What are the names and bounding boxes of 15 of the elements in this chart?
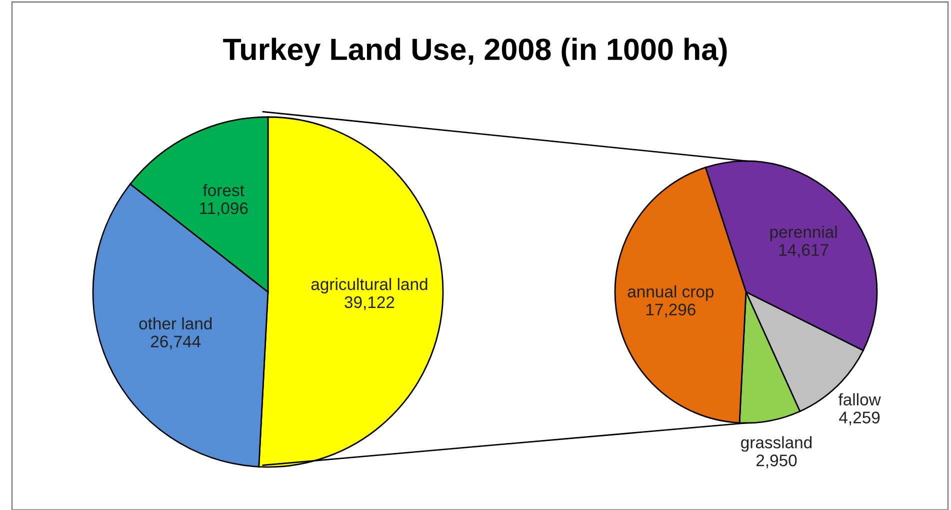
data-label: 26,744 <box>150 336 201 350</box>
data-label: 17,296 <box>646 304 696 318</box>
slice-label: perennial <box>770 226 837 242</box>
data-label: 4,259 <box>839 412 880 426</box>
data-label: 2,950 <box>756 454 797 468</box>
data-label: 39,122 <box>344 296 394 310</box>
chart-title: Turkey Land Use, 2008 (in 1000 ha) <box>223 38 727 66</box>
slice-label: forest <box>202 184 244 196</box>
data-label: 14,617 <box>779 244 828 258</box>
slice-label: grassland <box>741 436 812 452</box>
data-label: 11,096 <box>200 202 248 216</box>
slice-label: agricultural land <box>311 278 428 294</box>
slice-label: annual crop <box>628 285 714 301</box>
slice-label: fallow <box>838 393 881 406</box>
slice-label: other land <box>139 317 212 330</box>
